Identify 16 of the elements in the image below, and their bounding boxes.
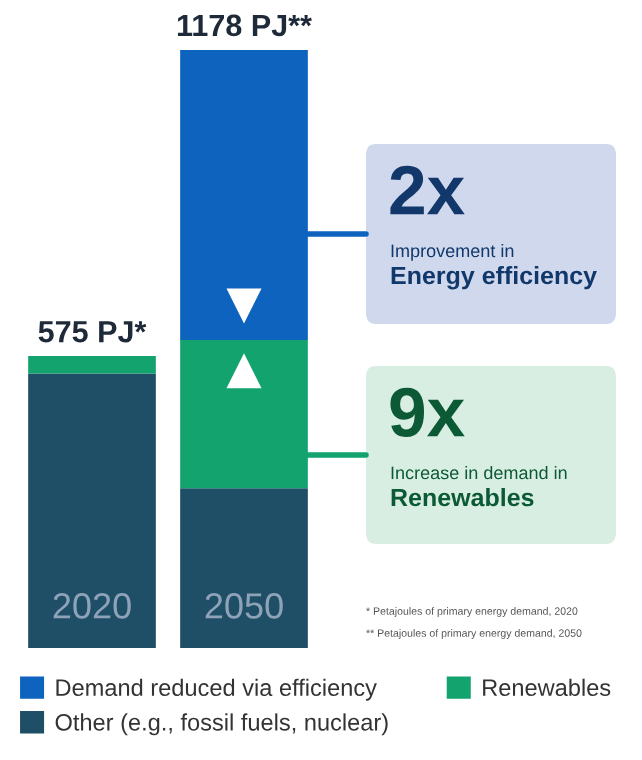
text: Renewables <box>391 488 534 507</box>
x-tick-label: 2020 <box>53 593 131 619</box>
annotation: 575 PJ* <box>38 321 147 343</box>
bar <box>28 356 156 374</box>
legend-label: Demand reduced via efficiency <box>56 678 377 701</box>
legend-label: Renewables <box>483 678 611 697</box>
bar <box>180 488 308 648</box>
text: 9x <box>390 387 465 438</box>
x-tick-label: 2050 <box>205 593 283 619</box>
annotation: 1178 PJ** <box>177 14 312 37</box>
text: Energy efficiency <box>391 266 597 290</box>
text: Increase in demand in <box>391 466 567 480</box>
text: 2x <box>390 165 465 215</box>
text: Improvement in <box>391 244 514 261</box>
legend-label: Other (e.g., fossil fuels, nuclear) <box>55 713 388 736</box>
bar <box>28 373 156 648</box>
